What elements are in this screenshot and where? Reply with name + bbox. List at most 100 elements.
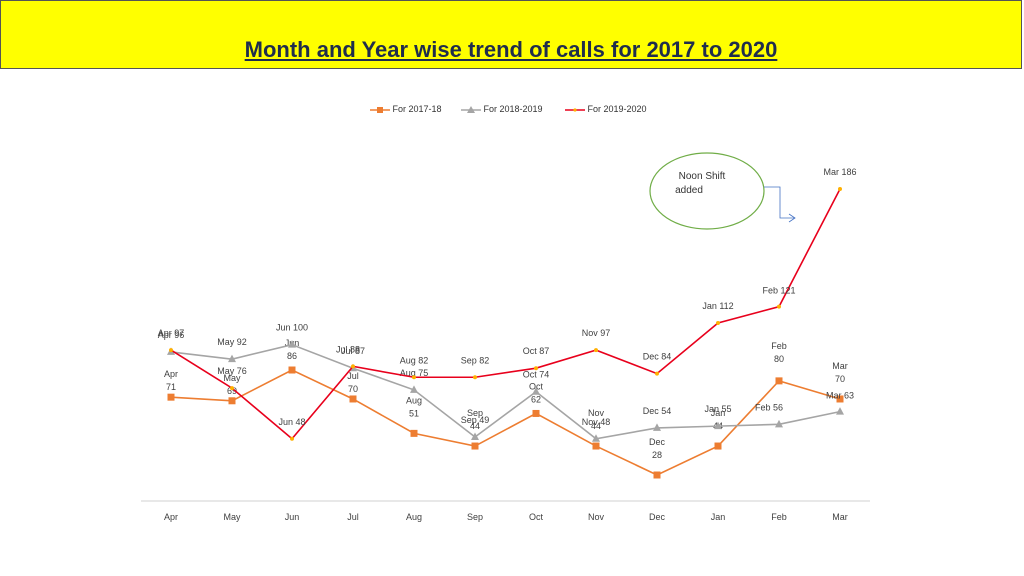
data-label: Sep 44 bbox=[467, 408, 483, 431]
data-point-marker bbox=[592, 434, 600, 442]
data-label: Aug 75 bbox=[400, 368, 429, 378]
data-label: Apr 97 bbox=[158, 328, 185, 338]
data-point-marker bbox=[653, 471, 661, 479]
data-label: Oct 87 bbox=[523, 346, 550, 356]
arrow-head-icon bbox=[788, 213, 796, 223]
series-line bbox=[170, 188, 841, 440]
data-point-marker bbox=[714, 442, 722, 450]
data-point-marker bbox=[532, 387, 540, 395]
data-label: May 69 bbox=[223, 373, 241, 396]
data-label: Dec 54 bbox=[643, 406, 672, 416]
data-label: Jul 87 bbox=[341, 346, 365, 356]
data-label: Feb 80 bbox=[771, 341, 787, 364]
x-tick-label: Feb bbox=[771, 512, 787, 522]
legend: For 2017-18 For 2018-2019 For 2019-2020 bbox=[0, 104, 1024, 120]
data-point-marker bbox=[290, 436, 294, 441]
data-label: Sep 49 bbox=[461, 415, 490, 425]
series-line bbox=[170, 369, 841, 476]
data-label: Feb 56 bbox=[755, 402, 783, 412]
data-point-marker bbox=[351, 364, 355, 369]
x-tick-label: Jul bbox=[347, 512, 359, 522]
data-label: Feb 121 bbox=[762, 286, 795, 296]
data-point-marker bbox=[473, 375, 477, 380]
x-tick-label: Aug bbox=[406, 512, 422, 522]
data-point-marker bbox=[836, 395, 844, 403]
legend-item-2019-20: For 2019-2020 bbox=[565, 104, 647, 115]
data-label: Dec 28 bbox=[649, 437, 666, 460]
x-tick-label: May bbox=[223, 512, 241, 522]
legend-label-2018-19: For 2018-2019 bbox=[483, 104, 543, 114]
data-point-marker bbox=[716, 320, 720, 325]
annotation-arrow bbox=[764, 186, 795, 219]
title-bar: Month and Year wise trend of calls for 2… bbox=[0, 0, 1022, 69]
x-tick-label: Nov bbox=[588, 512, 605, 522]
data-label: Jun 48 bbox=[278, 417, 305, 427]
data-label: Apr 71 bbox=[164, 369, 178, 392]
x-tick-label: Jun bbox=[285, 512, 300, 522]
data-label: Nov 48 bbox=[582, 417, 611, 427]
data-point-marker bbox=[655, 371, 659, 376]
data-label: Nov 44 bbox=[588, 408, 605, 431]
data-label: Oct 74 bbox=[523, 370, 550, 380]
data-label: Jun 100 bbox=[276, 323, 308, 333]
data-label: Aug 82 bbox=[400, 355, 429, 365]
x-tick-label: Jan bbox=[711, 512, 726, 522]
x-tick-label: Oct bbox=[529, 512, 544, 522]
page-title: Month and Year wise trend of calls for 2… bbox=[244, 37, 778, 62]
data-point-marker bbox=[592, 442, 600, 450]
annotation-ellipse bbox=[649, 152, 765, 230]
legend-label-2019-20: For 2019-2020 bbox=[587, 104, 647, 114]
data-point-marker bbox=[288, 366, 296, 374]
x-tick-label: Dec bbox=[649, 512, 666, 522]
data-point-marker bbox=[534, 366, 538, 371]
data-label: Apr 96 bbox=[158, 330, 185, 340]
data-point-marker bbox=[714, 421, 722, 430]
data-label: Jul 88 bbox=[336, 344, 360, 354]
data-label: May 92 bbox=[217, 337, 247, 347]
legend-item-2018-19: For 2018-2019 bbox=[461, 104, 543, 115]
data-point-marker bbox=[412, 375, 416, 380]
data-point-marker bbox=[653, 423, 661, 431]
data-label: Mar 63 bbox=[826, 391, 854, 401]
data-point-marker bbox=[349, 395, 357, 403]
legend-marker-x-icon bbox=[565, 108, 585, 112]
data-label: Aug 51 bbox=[406, 395, 422, 418]
data-point-marker bbox=[471, 432, 479, 440]
x-tick-label: Sep bbox=[467, 512, 483, 522]
data-point-marker bbox=[228, 397, 236, 405]
data-point-marker bbox=[228, 354, 236, 363]
annotation-text: Noon Shift added bbox=[675, 171, 725, 196]
data-point-marker bbox=[410, 385, 418, 393]
data-point-marker bbox=[775, 419, 783, 428]
data-point-marker bbox=[836, 407, 844, 415]
data-label: Jul 70 bbox=[347, 371, 359, 394]
data-label: Jan 55 bbox=[704, 404, 731, 414]
data-label: Nov 97 bbox=[582, 328, 611, 338]
data-label: Sep 82 bbox=[461, 355, 490, 365]
data-point-marker bbox=[288, 340, 296, 348]
data-point-marker bbox=[594, 348, 598, 353]
data-point-marker bbox=[230, 386, 234, 391]
series-line bbox=[170, 343, 841, 440]
data-point-marker bbox=[410, 429, 418, 437]
data-point-marker bbox=[532, 409, 540, 417]
legend-marker-triangle-icon bbox=[461, 105, 481, 113]
data-point-marker bbox=[838, 187, 842, 191]
data-label: Dec 84 bbox=[643, 352, 672, 362]
legend-marker-square-icon bbox=[370, 106, 390, 113]
data-point-marker bbox=[167, 393, 175, 401]
legend-item-2017-18: For 2017-18 bbox=[370, 104, 442, 115]
data-label: Mar 186 bbox=[823, 167, 856, 177]
x-tick-label: Apr bbox=[164, 512, 178, 522]
data-point-marker bbox=[471, 442, 479, 450]
data-label: Oct 62 bbox=[529, 381, 544, 404]
x-tick-label: Mar bbox=[832, 512, 848, 522]
data-point-marker bbox=[777, 304, 781, 309]
data-label: Mar 70 bbox=[832, 361, 848, 384]
data-label: May 76 bbox=[217, 366, 247, 376]
data-label: Jan 112 bbox=[702, 301, 733, 311]
data-point-marker bbox=[775, 377, 783, 385]
data-point-marker bbox=[169, 348, 173, 353]
legend-label-2017-18: For 2017-18 bbox=[392, 104, 442, 114]
